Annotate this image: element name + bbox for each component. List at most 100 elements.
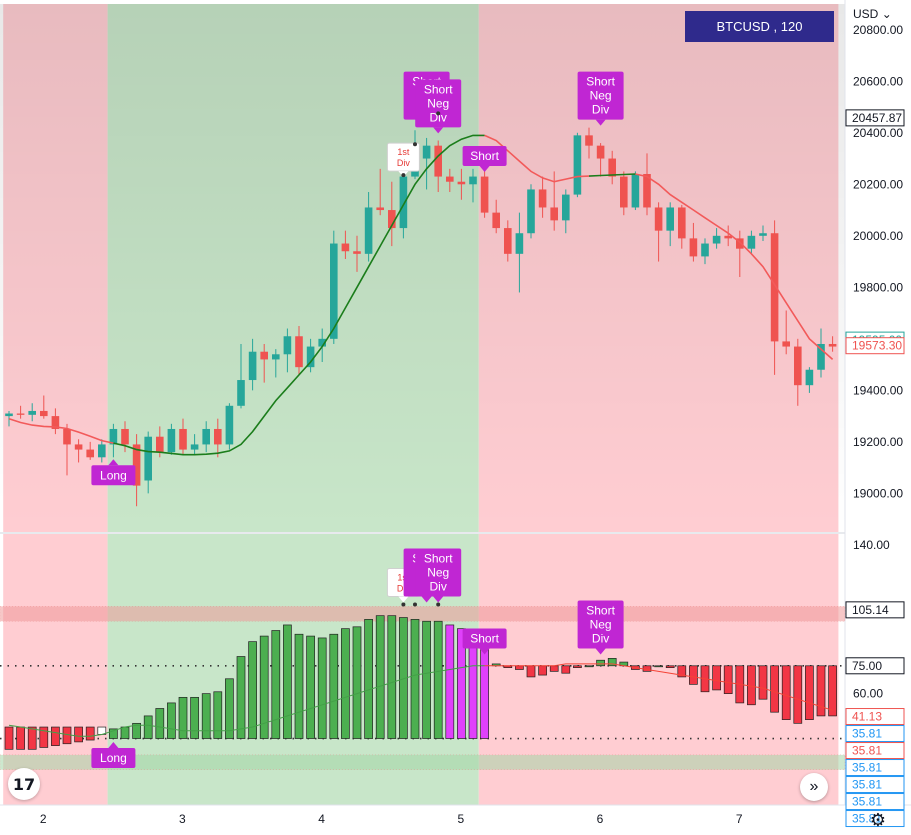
candle-body — [550, 207, 558, 221]
signal-label-text: Neg — [590, 618, 612, 632]
oscillator-bar — [781, 665, 791, 720]
symbol-title[interactable]: BTCUSD , 120 — [685, 11, 834, 42]
tradingview-logo-icon[interactable]: 17 — [8, 768, 40, 800]
price-tag-text: 35.81 — [852, 778, 882, 792]
oscillator-bar — [259, 635, 269, 739]
candle-body — [701, 243, 709, 257]
signal-label-text: Short — [470, 632, 499, 646]
signal-label: Short — [462, 628, 507, 655]
candle — [51, 408, 60, 435]
price-tag: 35.81 — [845, 725, 905, 743]
signal-label-box — [462, 628, 507, 649]
candle — [747, 230, 756, 254]
candle — [109, 423, 118, 458]
candle-body — [295, 336, 303, 368]
candle — [736, 230, 744, 278]
candle — [341, 230, 350, 259]
oscillator-bar — [178, 696, 188, 739]
price-tag-box — [845, 742, 905, 760]
signal-label-text: Div — [397, 158, 410, 168]
price-tag-text: 35.81 — [852, 812, 882, 826]
gear-icon[interactable]: ⚙ — [869, 809, 887, 830]
oscillator-bar — [51, 726, 60, 746]
candle — [759, 225, 767, 241]
oscillator-bar — [712, 665, 721, 691]
candle-body — [248, 351, 257, 381]
candle-body — [608, 158, 616, 177]
price-tag-text: 19573.30 — [852, 339, 902, 353]
price-tag-box — [845, 337, 905, 355]
price-tag: 19573.30 — [845, 337, 905, 355]
candle — [596, 143, 605, 177]
price-tag-box — [845, 109, 905, 127]
candle-body — [51, 416, 60, 429]
oscillator-bar — [236, 656, 246, 739]
candle-body — [631, 173, 640, 208]
candle — [794, 338, 802, 406]
signal-label-text: Short — [424, 552, 453, 566]
candle-body — [469, 176, 477, 185]
signal-label-pointer — [479, 165, 490, 172]
price-tag-text: 35.81 — [852, 727, 882, 741]
signal-label-box — [577, 600, 624, 649]
candle-body — [376, 207, 384, 211]
oscillator-bar — [143, 715, 153, 739]
price-tag-box — [845, 657, 905, 675]
divergence-dot — [401, 602, 406, 607]
candle-body — [446, 176, 454, 182]
oscillator-bar — [457, 628, 466, 739]
signal-line-green — [8, 665, 485, 737]
oscillator-bar — [816, 665, 826, 717]
signal-label-text: Long — [100, 468, 127, 482]
signal-label-box — [415, 79, 462, 128]
candle — [457, 168, 466, 200]
oscillator-bar — [573, 665, 582, 668]
signal-label-text: 1st — [397, 147, 410, 157]
oscillator-bar — [317, 637, 327, 739]
oscillator-bar — [561, 665, 571, 674]
zone-band — [0, 606, 846, 622]
candle-body — [330, 243, 338, 339]
candle — [643, 153, 651, 216]
candle-body — [828, 343, 837, 347]
double-chevron-right-icon[interactable]: » — [800, 773, 828, 801]
price-tick-label: 20600.00 — [853, 74, 903, 88]
candle — [179, 418, 187, 455]
price-tag-box — [845, 759, 905, 777]
oscillator-bar — [689, 665, 698, 685]
candle — [724, 225, 732, 247]
candle — [666, 202, 674, 247]
candle-body — [121, 428, 129, 445]
candle — [364, 192, 373, 262]
currency-selector[interactable]: USD ⌄ — [853, 7, 892, 21]
price-tick-label: 19400.00 — [853, 383, 903, 397]
price-axis: 19000.0019200.0019400.0019600.0019800.00… — [845, 23, 905, 828]
candle — [121, 421, 129, 453]
candle — [283, 328, 292, 373]
candle-body — [434, 145, 442, 177]
candle-body — [353, 251, 361, 254]
signal-label: Short — [462, 145, 507, 172]
oscillator-bar — [306, 635, 315, 739]
oscillator-bar — [677, 665, 687, 678]
candle — [712, 228, 721, 249]
candle — [469, 168, 477, 203]
oscillator-bar — [758, 665, 768, 700]
price-tag-text: 20457.87 — [852, 111, 902, 125]
candle — [492, 199, 500, 234]
candle-body — [712, 235, 721, 244]
price-tick-label: 19800.00 — [853, 280, 903, 294]
candle-body — [573, 135, 582, 195]
osc-tick-label: 60.00 — [853, 687, 883, 701]
candle-body — [724, 235, 732, 239]
price-tag: 35.81 — [845, 776, 905, 794]
candle-body — [759, 233, 767, 236]
signal-label-text: Short — [586, 604, 615, 618]
oscillator-bar — [213, 691, 223, 739]
ma-line-red — [484, 134, 590, 183]
candle-body — [620, 176, 628, 208]
oscillator-bar — [201, 693, 211, 739]
candle — [515, 212, 524, 293]
